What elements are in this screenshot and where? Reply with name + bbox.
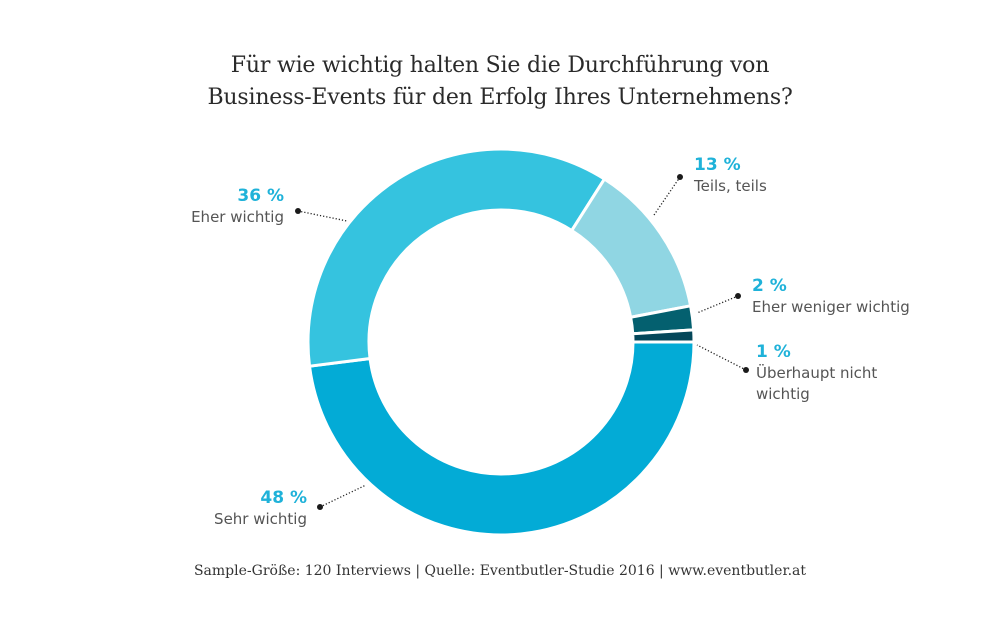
label-eher-wichtig-pct: 36 % [237, 186, 284, 206]
donut-slice-ueberhaupt-nicht-wichtig [631, 328, 696, 344]
leader-dot-eher-wichtig [295, 208, 301, 214]
donut-slice-sehr-wichtig [307, 340, 696, 537]
chart-title-line-2: Business-Events für den Erfolg Ihres Unt… [207, 85, 793, 110]
donut-slice-eher-wichtig [306, 147, 607, 368]
label-eher-weniger-wichtig-category: Eher weniger wichtig [752, 298, 910, 316]
leader-dot-eher-weniger-wichtig [735, 293, 741, 299]
leader-line-ueberhaupt-nicht-wichtig [696, 344, 747, 371]
label-sehr-wichtig: 48 % Sehr wichtig [190, 488, 307, 530]
label-teils-teils-pct: 13 % [694, 155, 741, 175]
label-sehr-wichtig-pct: 48 % [260, 488, 307, 508]
label-eher-weniger-wichtig-pct: 2 % [752, 276, 787, 296]
label-teils-teils: 13 % Teils, teils [694, 155, 767, 197]
donut-slice-teils-teils [569, 176, 693, 320]
leader-line-teils-teils [653, 176, 681, 216]
label-ueberhaupt-nicht-wichtig-category-line-1: Überhaupt nicht [756, 364, 878, 382]
label-eher-weniger-wichtig: 2 % Eher weniger wichtig [752, 276, 910, 318]
chart-title-line-1: Für wie wichtig halten Sie die Durchführ… [230, 53, 770, 78]
label-eher-wichtig-category: Eher wichtig [191, 208, 284, 226]
leader-dot-teils-teils [677, 174, 683, 180]
leader-dot-ueberhaupt-nicht-wichtig [743, 367, 749, 373]
chart-title: Für wie wichtig halten Sie die Durchführ… [0, 50, 1000, 114]
label-ueberhaupt-nicht-wichtig-category-line-2: wichtig [756, 385, 810, 403]
label-teils-teils-category: Teils, teils [694, 177, 767, 195]
leader-dot-sehr-wichtig [317, 504, 323, 510]
leader-line-sehr-wichtig [319, 484, 367, 508]
label-ueberhaupt-nicht-wichtig-pct: 1 % [756, 342, 791, 362]
label-eher-wichtig: 36 % Eher wichtig [170, 186, 284, 228]
label-ueberhaupt-nicht-wichtig: 1 % Überhaupt nicht wichtig [756, 342, 877, 405]
label-sehr-wichtig-category: Sehr wichtig [214, 510, 307, 528]
leader-line-eher-weniger-wichtig [696, 295, 739, 314]
chart-footer-source: Sample-Größe: 120 Interviews | Quelle: E… [193, 563, 807, 579]
leader-line-eher-wichtig [297, 210, 348, 222]
